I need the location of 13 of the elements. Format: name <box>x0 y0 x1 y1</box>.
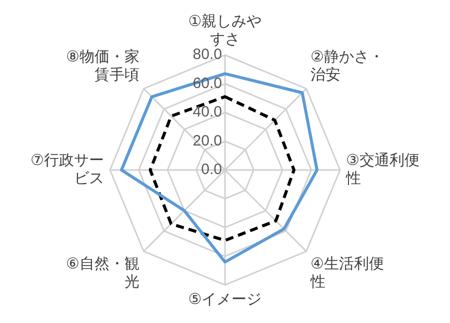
y-tick-label: 40.0 <box>192 104 222 121</box>
spoke-label: ⑦行政サービス <box>30 150 104 187</box>
spoke-label: ②静かさ・治安 <box>310 47 384 84</box>
y-tick-label: 80.0 <box>192 46 222 64</box>
spoke-label: ③交通利便性 <box>345 150 420 187</box>
y-tick-label: 0.0 <box>201 161 222 178</box>
spoke-label: ④生活利便性 <box>310 254 384 290</box>
spoke-label: ⑤イメージ <box>188 290 262 308</box>
spoke-label: ⑥自然・観光 <box>66 254 140 290</box>
spoke-label: ⑧物価・家賃手頃 <box>66 47 140 84</box>
y-tick-label: 20.0 <box>192 132 222 150</box>
y-tick-label: 60.0 <box>192 74 222 92</box>
spoke-label: ①親しみやすさ <box>188 12 262 48</box>
